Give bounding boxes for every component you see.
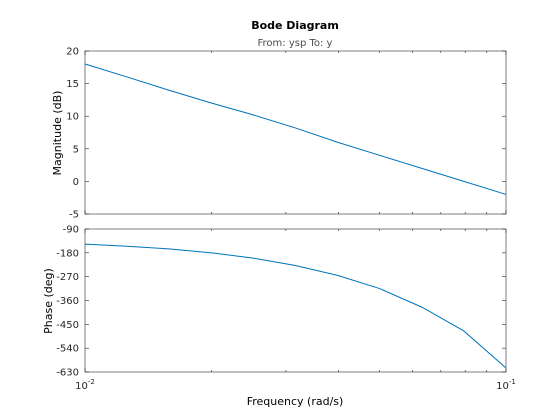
magnitude-ylabel: Magnitude (dB): [51, 91, 64, 176]
phase-axes: [84, 228, 507, 373]
phase-ytick-label: -360: [56, 296, 79, 307]
phase-ytick-label: -450: [56, 320, 79, 331]
magnitude-ytick-label: 15: [66, 79, 79, 90]
chart-marks: -5 0 5 10 15 20 -630 -540 -450 -360 -270 -180 -90 10-…: [56, 47, 516, 393]
magnitude-ytick-label: 5: [73, 144, 79, 155]
magnitude-ytick-label: -5: [69, 210, 79, 221]
phase-curve: [84, 243, 507, 369]
phase-ytick-label: -180: [56, 248, 79, 259]
magnitude-curve: [84, 63, 507, 195]
xtick-label: 10-2: [75, 378, 95, 392]
magnitude-ytick-label: 0: [73, 177, 79, 188]
magnitude-ytick-label: 10: [66, 112, 79, 123]
x-axis-label: Frequency (rad/s): [247, 395, 344, 408]
phase-ytick-label: -90: [63, 225, 79, 236]
magnitude-axes: [84, 50, 507, 215]
chart-subtitle: From: ysp To: y: [258, 38, 333, 49]
phase-ytick-label: -270: [56, 272, 79, 283]
magnitude-ytick-label: 20: [66, 47, 79, 58]
chart-title: Bode Diagram: [251, 19, 339, 32]
phase-ytick-label: -540: [56, 344, 79, 355]
xtick-label: 10-1: [496, 378, 516, 392]
phase-ytick-label: -630: [56, 368, 79, 379]
phase-ylabel: Phase (deg): [42, 268, 55, 334]
